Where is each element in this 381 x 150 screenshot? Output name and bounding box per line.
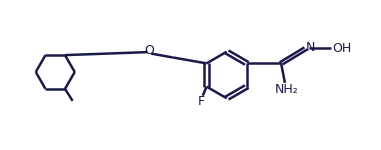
Text: N: N (306, 41, 315, 54)
Text: F: F (197, 95, 205, 108)
Text: NH₂: NH₂ (275, 83, 299, 96)
Text: OH: OH (333, 42, 352, 55)
Text: O: O (144, 44, 154, 57)
